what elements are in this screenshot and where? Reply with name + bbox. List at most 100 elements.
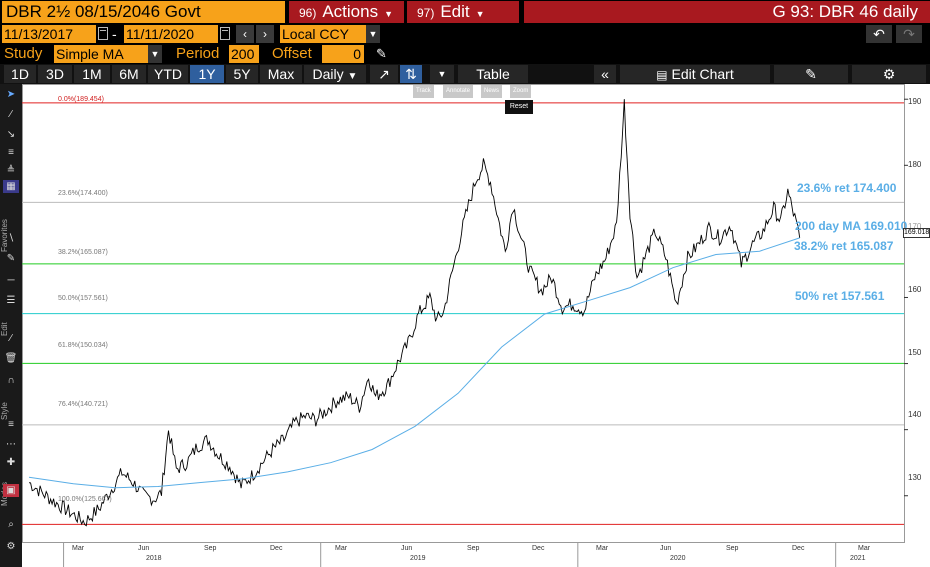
fib-level-label: 23.6%(174.400)	[58, 190, 108, 197]
period-button[interactable]: 5Y	[226, 65, 258, 83]
chart-canvas	[22, 84, 908, 567]
moving-average-line	[28, 237, 800, 489]
period-button[interactable]: 6M	[112, 65, 146, 83]
actions-number: 96)	[299, 6, 317, 20]
undo-icon[interactable]: ↶	[866, 25, 892, 43]
hline-tool-icon[interactable]: ─	[7, 275, 15, 286]
annotate-icon[interactable]: ✎	[774, 65, 848, 83]
period-button[interactable]: 1D	[4, 65, 36, 83]
trend-tool-icon[interactable]: ∕	[10, 333, 12, 344]
study-select[interactable]: Simple MA	[54, 45, 148, 63]
annotate-tool[interactable]: Annotate	[443, 85, 474, 98]
lines-tool-icon[interactable]: ☰	[6, 295, 16, 306]
channel-tool-icon[interactable]: ≜	[6, 165, 16, 176]
trash-icon[interactable]: 🗑	[4, 353, 18, 364]
calendar-icon[interactable]	[98, 27, 108, 40]
zoom-tool[interactable]: Zoom	[510, 85, 532, 98]
color-icon[interactable]: ▣	[3, 484, 19, 497]
fib-level-label: 50.0%(157.561)	[58, 295, 108, 302]
period-button[interactable]: Max	[260, 65, 302, 83]
x-month-label: Dec	[270, 545, 283, 552]
fib-level-label: 38.2%(165.087)	[58, 249, 108, 256]
period-input[interactable]: 200	[229, 45, 259, 63]
next-arrow-icon[interactable]: ›	[256, 25, 274, 43]
chart-icon: ▤	[656, 68, 668, 82]
magnet-icon[interactable]: ∩	[7, 375, 15, 386]
offset-label: Offset	[272, 45, 312, 62]
end-date-field[interactable]: 11/11/2020	[124, 25, 218, 43]
last-price-label: 169.018	[903, 228, 930, 238]
line-style-icon[interactable]: ⋯	[6, 439, 16, 450]
arrow-tool-icon[interactable]: ↘	[6, 129, 16, 140]
chevron-down-icon[interactable]: ▼	[148, 45, 162, 63]
start-date-field[interactable]: 11/13/2017	[2, 25, 96, 43]
chevron-down-icon[interactable]: ▼	[430, 65, 454, 83]
edit-menu[interactable]: 97) Edit ▼	[407, 1, 519, 23]
style-label: Style	[0, 402, 9, 420]
edit-chart-button[interactable]: ▤ Edit Chart	[620, 65, 770, 83]
reset-button[interactable]: Reset	[505, 100, 533, 114]
annotation-label: 38.2% ret 165.087	[794, 239, 894, 253]
function-title: G 93: DBR 46 daily	[524, 1, 930, 23]
y-tick-label: 170	[908, 222, 922, 231]
pen-tool-icon[interactable]: ∖	[7, 233, 15, 244]
x-month-label: Jun	[660, 545, 672, 552]
period-button[interactable]: 1M	[74, 65, 110, 83]
period-button[interactable]: YTD	[148, 65, 188, 83]
chevron-down-icon: ▼	[475, 9, 485, 19]
frequency-select[interactable]: Daily ▼	[304, 65, 366, 83]
y-tick-label: 190	[908, 97, 922, 106]
date-range-bar: 11/13/2017 - 11/11/2020 ‹ › Local CCY ▼ …	[0, 24, 930, 44]
edit-number: 97)	[417, 6, 435, 20]
x-month-label: Sep	[467, 545, 480, 552]
drawing-toolbar: ➤ ∕ ↘ ≡ ≜ ▦ Favorites ∖ ✎ ─ ☰ Edit ∕ 🗑 ∩…	[0, 84, 22, 567]
collapse-icon[interactable]: «	[594, 65, 616, 83]
actions-menu[interactable]: 96) Actions ▼	[289, 1, 404, 23]
chevron-down-icon[interactable]: ▼	[366, 25, 380, 43]
news-tool[interactable]: News	[481, 85, 503, 98]
security-field[interactable]: DBR 2½ 08/15/2046 Govt	[2, 1, 285, 23]
period-button-active[interactable]: 1Y	[190, 65, 224, 83]
x-year-label: 2018	[146, 555, 162, 562]
pencil-icon[interactable]: ✎	[376, 46, 387, 61]
x-month-label: Sep	[204, 545, 217, 552]
zoom-icon[interactable]: ⌕	[8, 519, 14, 530]
offset-input[interactable]: 0	[322, 45, 364, 63]
brush-tool-icon[interactable]: ✎	[6, 253, 16, 264]
period-label: Period	[176, 45, 220, 62]
crosshair-icon[interactable]: ✚	[6, 457, 16, 468]
study-bar: Study Simple MA ▼ Period 200 Offset 0 ✎	[0, 44, 930, 64]
x-month-label: Mar	[72, 545, 85, 552]
track-tool[interactable]: Track	[413, 85, 434, 98]
settings-icon[interactable]: ⚙	[6, 541, 16, 552]
annotation-label: 200 day MA 169.010	[795, 219, 908, 233]
box-tool-icon[interactable]: ▦	[3, 180, 19, 193]
text-size-icon[interactable]: ≡	[8, 419, 14, 430]
price-series-line	[28, 99, 801, 527]
y-tick-label: 130	[908, 473, 922, 482]
edit-label: Edit	[440, 2, 470, 21]
study-label: Study	[4, 45, 43, 62]
prev-arrow-icon[interactable]: ‹	[236, 25, 254, 43]
cursor-icon[interactable]: ➤	[6, 89, 16, 100]
line-tool-icon[interactable]: ∕	[10, 109, 12, 120]
gear-icon[interactable]: ⚙	[852, 65, 926, 83]
x-month-label: Mar	[335, 545, 348, 552]
line-chart-icon[interactable]: ↗	[370, 65, 398, 83]
redo-icon[interactable]: ↷	[896, 25, 922, 43]
fib-level-label: 100.0%(125.667)	[58, 496, 112, 503]
y-tick-label: 140	[908, 410, 922, 419]
table-button[interactable]: Table	[458, 65, 528, 83]
period-button[interactable]: 3D	[38, 65, 72, 83]
calendar-icon[interactable]	[220, 27, 230, 40]
price-chart[interactable]: Track Annotate News Zoom Reset 0.0%(189.…	[22, 84, 930, 567]
x-month-label: Mar	[858, 545, 871, 552]
bar-chart-icon[interactable]: ⇅	[400, 65, 422, 83]
fib-level-label: 76.4%(140.721)	[58, 401, 108, 408]
y-tick-label: 160	[908, 285, 922, 294]
currency-field[interactable]: Local CCY	[280, 25, 366, 43]
x-month-label: Dec	[792, 545, 805, 552]
fib-tool-icon[interactable]: ≡	[8, 147, 14, 158]
fib-level-label: 61.8%(150.034)	[58, 342, 108, 349]
chevron-down-icon: ▼	[347, 71, 358, 82]
